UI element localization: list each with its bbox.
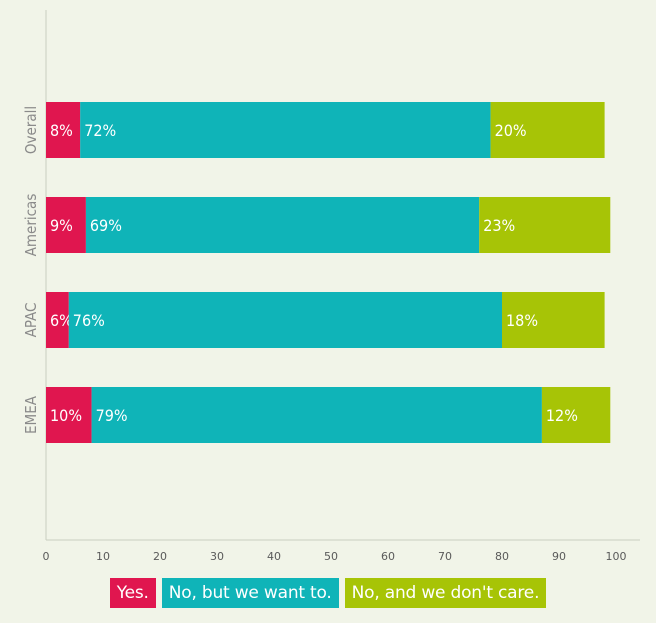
bar-segment	[541, 387, 611, 443]
data-label: 9%	[50, 216, 73, 235]
x-tick-label: 40	[267, 550, 281, 563]
data-label: 79%	[96, 406, 128, 425]
data-label: 76%	[73, 311, 105, 330]
bar-segment	[479, 197, 611, 253]
legend-item-no-but-want: No, but we want to.	[161, 578, 339, 608]
bar-segment	[490, 102, 605, 158]
y-category-label: Americas	[22, 194, 40, 257]
legend-item-yes: Yes.	[109, 578, 156, 608]
bar-segment	[91, 387, 542, 443]
legend-item-no-dont-care: No, and we don't care.	[344, 578, 547, 608]
data-label: 72%	[84, 121, 116, 140]
data-label: 20%	[495, 121, 527, 140]
bar-segment	[502, 292, 605, 348]
data-label: 6%	[50, 311, 73, 330]
x-tick-label: 60	[381, 550, 395, 563]
x-tick-label: 30	[210, 550, 224, 563]
legend: Yes. No, but we want to. No, and we don'…	[0, 578, 656, 608]
x-tick-label: 20	[153, 550, 167, 563]
x-tick-label: 100	[606, 550, 627, 563]
x-tick-label: 0	[43, 550, 50, 563]
x-tick-label: 50	[324, 550, 338, 563]
data-label: 8%	[50, 121, 73, 140]
bar-segment	[46, 387, 92, 443]
y-category-label: EMEA	[22, 395, 40, 434]
data-label: 12%	[546, 406, 578, 425]
bar-segment	[68, 292, 503, 348]
data-label: 18%	[506, 311, 538, 330]
data-label: 69%	[90, 216, 122, 235]
bar-segment	[85, 197, 480, 253]
x-tick-label: 80	[495, 550, 509, 563]
data-label: 10%	[50, 406, 82, 425]
bar-segment	[46, 292, 69, 348]
bar-segment	[80, 102, 491, 158]
y-category-label: Overall	[22, 106, 40, 154]
y-category-label: APAC	[22, 303, 40, 338]
x-tick-label: 70	[438, 550, 452, 563]
data-label: 23%	[483, 216, 515, 235]
x-tick-label: 90	[552, 550, 566, 563]
bar-segment	[46, 102, 81, 158]
bar-segment	[46, 197, 86, 253]
x-tick-label: 10	[96, 550, 110, 563]
